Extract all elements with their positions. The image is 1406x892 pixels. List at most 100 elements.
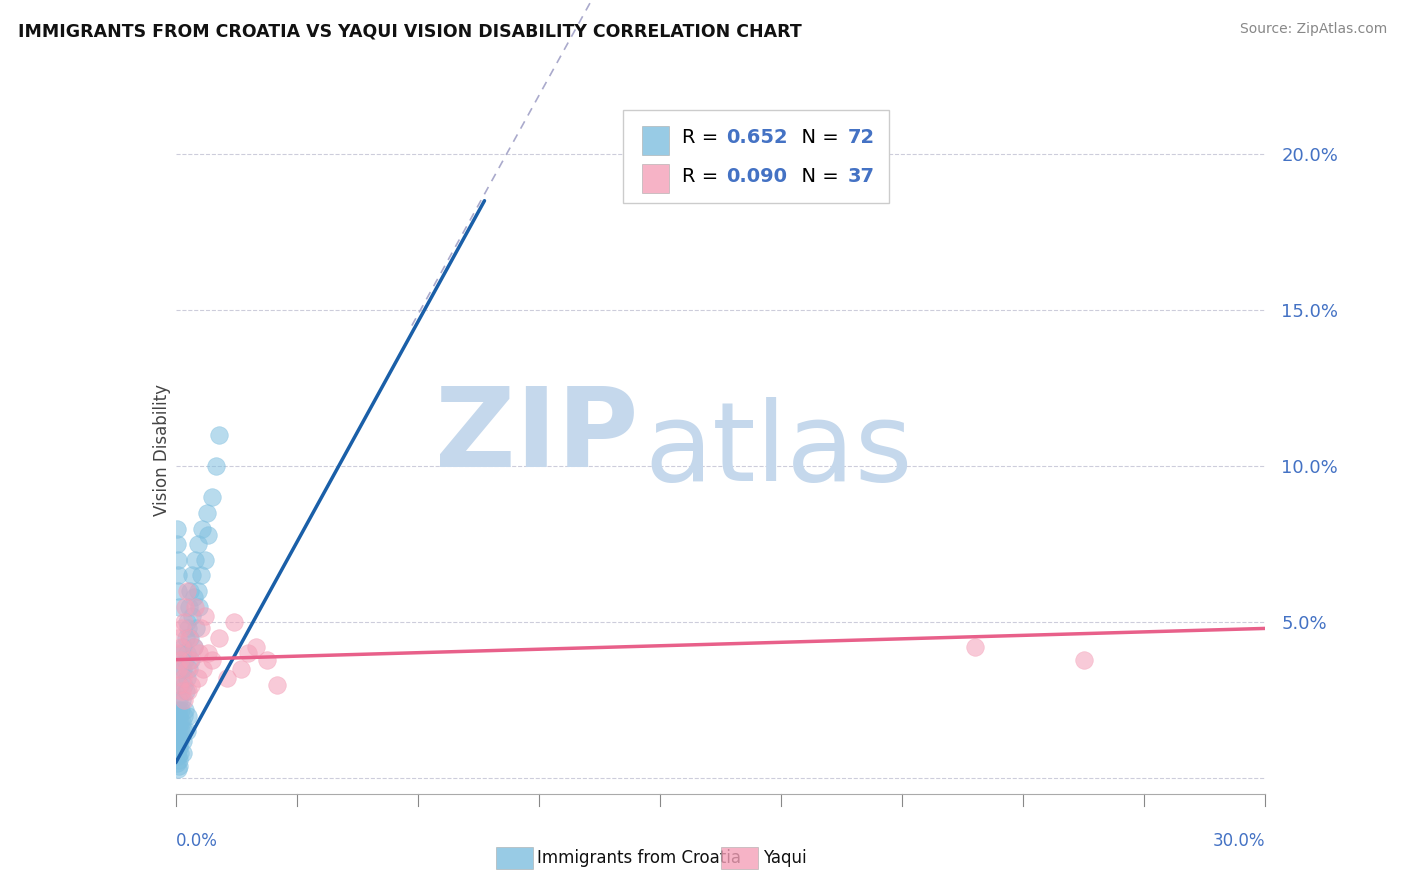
Point bbox=[166, 746, 188, 760]
Point bbox=[170, 683, 193, 698]
Point bbox=[195, 506, 218, 520]
Point bbox=[177, 599, 200, 614]
Point bbox=[180, 653, 202, 667]
Point bbox=[166, 521, 188, 535]
Point bbox=[166, 646, 188, 660]
Point bbox=[167, 708, 190, 723]
Point bbox=[191, 521, 214, 535]
Text: R =: R = bbox=[682, 167, 725, 186]
Text: Source: ZipAtlas.com: Source: ZipAtlas.com bbox=[1240, 22, 1388, 37]
Point bbox=[245, 640, 267, 655]
Point bbox=[183, 640, 205, 655]
Point bbox=[169, 733, 191, 747]
Point bbox=[177, 683, 200, 698]
FancyBboxPatch shape bbox=[623, 111, 890, 203]
Point bbox=[174, 599, 197, 614]
Text: ZIP: ZIP bbox=[436, 384, 638, 491]
Point bbox=[222, 615, 245, 630]
Bar bbox=[643, 127, 669, 155]
Point bbox=[231, 662, 253, 676]
Point bbox=[169, 678, 191, 692]
Point bbox=[176, 724, 198, 739]
Point bbox=[194, 608, 217, 623]
Point bbox=[170, 662, 193, 676]
Bar bbox=[643, 164, 669, 193]
Point bbox=[172, 640, 194, 655]
Point bbox=[172, 693, 194, 707]
Point bbox=[169, 715, 191, 730]
Point bbox=[190, 621, 212, 635]
Point bbox=[174, 703, 197, 717]
Point bbox=[183, 552, 205, 567]
Text: N =: N = bbox=[789, 167, 845, 186]
Point bbox=[172, 746, 194, 760]
Point bbox=[167, 715, 190, 730]
Point bbox=[166, 762, 188, 776]
Text: 0.0%: 0.0% bbox=[176, 831, 218, 850]
Point bbox=[204, 458, 226, 473]
Point bbox=[167, 749, 190, 764]
Text: 37: 37 bbox=[848, 167, 875, 186]
Point bbox=[256, 653, 278, 667]
Point bbox=[173, 708, 195, 723]
Text: IMMIGRANTS FROM CROATIA VS YAQUI VISION DISABILITY CORRELATION CHART: IMMIGRANTS FROM CROATIA VS YAQUI VISION … bbox=[18, 22, 801, 40]
Point bbox=[186, 671, 209, 685]
Point bbox=[188, 599, 211, 614]
Point bbox=[179, 583, 201, 598]
Point bbox=[166, 724, 188, 739]
Point bbox=[179, 631, 201, 645]
Point bbox=[183, 640, 205, 655]
Point bbox=[191, 662, 214, 676]
Text: R =: R = bbox=[682, 128, 725, 146]
Point bbox=[167, 758, 190, 772]
Point bbox=[166, 733, 188, 747]
Point bbox=[1073, 653, 1095, 667]
Point bbox=[170, 715, 193, 730]
Text: 30.0%: 30.0% bbox=[1213, 831, 1265, 850]
Point bbox=[169, 740, 191, 755]
Point bbox=[169, 746, 191, 760]
Point bbox=[208, 427, 231, 442]
Point bbox=[266, 678, 288, 692]
Point bbox=[170, 646, 193, 660]
Point bbox=[238, 646, 260, 660]
Point bbox=[180, 678, 202, 692]
Point bbox=[188, 646, 211, 660]
Text: N =: N = bbox=[789, 128, 845, 146]
Point bbox=[172, 621, 194, 635]
Point bbox=[183, 591, 205, 605]
Point bbox=[173, 678, 195, 692]
Point bbox=[186, 583, 209, 598]
Point bbox=[166, 708, 188, 723]
Point bbox=[963, 640, 986, 655]
Point bbox=[186, 537, 209, 551]
Point bbox=[176, 671, 198, 685]
Point bbox=[167, 743, 190, 757]
Text: 72: 72 bbox=[848, 128, 875, 146]
Point bbox=[166, 662, 188, 676]
Point bbox=[172, 671, 194, 685]
Point bbox=[176, 583, 198, 598]
Point bbox=[170, 703, 193, 717]
Point bbox=[167, 599, 190, 614]
Point bbox=[174, 631, 197, 645]
Point bbox=[183, 599, 205, 614]
Point bbox=[208, 631, 231, 645]
Point bbox=[215, 671, 238, 685]
Point bbox=[169, 693, 191, 707]
Point bbox=[166, 568, 188, 582]
Point bbox=[176, 646, 198, 660]
Text: 0.090: 0.090 bbox=[725, 167, 787, 186]
Point bbox=[169, 753, 191, 767]
Text: Immigrants from Croatia: Immigrants from Croatia bbox=[537, 849, 741, 867]
Point bbox=[177, 708, 200, 723]
Point bbox=[177, 621, 200, 635]
Point bbox=[179, 662, 201, 676]
Point bbox=[197, 527, 219, 541]
Point bbox=[169, 653, 191, 667]
Text: Yaqui: Yaqui bbox=[763, 849, 807, 867]
Point bbox=[194, 552, 217, 567]
Point bbox=[170, 640, 193, 655]
Point bbox=[176, 662, 198, 676]
Point bbox=[167, 552, 190, 567]
